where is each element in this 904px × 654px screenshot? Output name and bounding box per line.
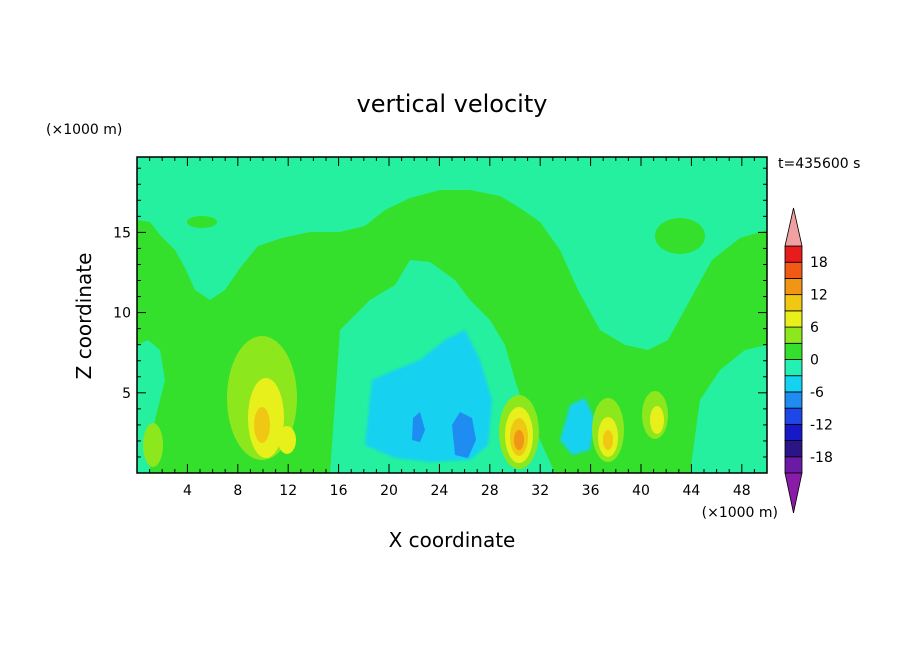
x-tick-label: 12 — [279, 483, 297, 499]
x-tick-label: 48 — [733, 483, 751, 499]
updraft-2km — [143, 423, 163, 467]
colorbar-segment — [784, 342, 803, 360]
x-tick-label: 16 — [330, 483, 348, 499]
colorbar: 18 12 6 0 -6 -12 -18 — [784, 207, 833, 514]
y-tick-label: 5 — [122, 386, 131, 402]
colorbar-tick-label: 0 — [810, 353, 819, 369]
x-tick-label: 32 — [531, 483, 549, 499]
colorbar-segment — [784, 440, 803, 458]
colorbar-segment — [784, 310, 803, 328]
colorbar-segment — [784, 375, 803, 393]
colorbar-tick-label: -6 — [810, 385, 824, 401]
updraft-10km — [227, 336, 297, 460]
colorbar-segment — [784, 294, 803, 312]
colorbar-tick-label: -18 — [810, 450, 833, 466]
y-tick-label: 15 — [113, 225, 131, 241]
colorbar-segment — [784, 326, 803, 344]
upper-patch — [187, 216, 217, 228]
x-tick-label: 8 — [233, 483, 242, 499]
moderate-downdraft-east — [560, 398, 595, 455]
y-unit-label: (×1000 m) — [46, 122, 122, 138]
strong-downdraft-west — [412, 412, 425, 442]
colorbar-segment — [784, 456, 803, 474]
x-unit-label: (×1000 m) — [702, 505, 778, 521]
contour-field — [137, 157, 767, 473]
x-axis: 4 8 12 16 20 24 28 32 36 40 44 48 — [149, 157, 755, 499]
colorbar-segment — [784, 407, 803, 425]
colorbar-segment — [784, 391, 803, 409]
chart-title: vertical velocity — [357, 90, 548, 118]
colorbar-tick-label: 6 — [810, 320, 819, 336]
x-tick-label: 4 — [183, 483, 192, 499]
x-axis-label: X coordinate — [389, 528, 516, 552]
strong-downdraft-core — [452, 412, 476, 458]
colorbar-tick-label: -12 — [810, 417, 833, 433]
colorbar-over-triangle — [784, 207, 803, 247]
x-tick-label: 36 — [582, 483, 600, 499]
weak-downdraft-east — [690, 345, 767, 473]
colorbar-under-triangle — [784, 472, 803, 514]
x-tick-label: 20 — [380, 483, 398, 499]
x-tick-label: 44 — [682, 483, 700, 499]
colorbar-segment — [784, 278, 803, 296]
upper-patch-east — [655, 218, 705, 254]
colorbar-tick-label: 18 — [810, 255, 828, 271]
colorbar-segment — [784, 261, 803, 279]
y-axis-label: Z coordinate — [72, 253, 96, 380]
colorbar-segment — [784, 423, 803, 441]
updraft-41km — [642, 391, 668, 439]
time-label: t=435600 s — [778, 156, 860, 172]
y-axis: 5 10 15 — [113, 167, 767, 458]
x-tick-label: 24 — [430, 483, 448, 499]
updraft-30km — [499, 395, 539, 469]
y-tick-label: 10 — [113, 306, 131, 322]
colorbar-segment — [784, 245, 803, 263]
colorbar-tick-label: 12 — [810, 288, 828, 304]
colorbar-segment — [784, 359, 803, 377]
x-tick-label: 28 — [481, 483, 499, 499]
updraft-37km — [592, 398, 624, 462]
x-tick-label: 40 — [632, 483, 650, 499]
